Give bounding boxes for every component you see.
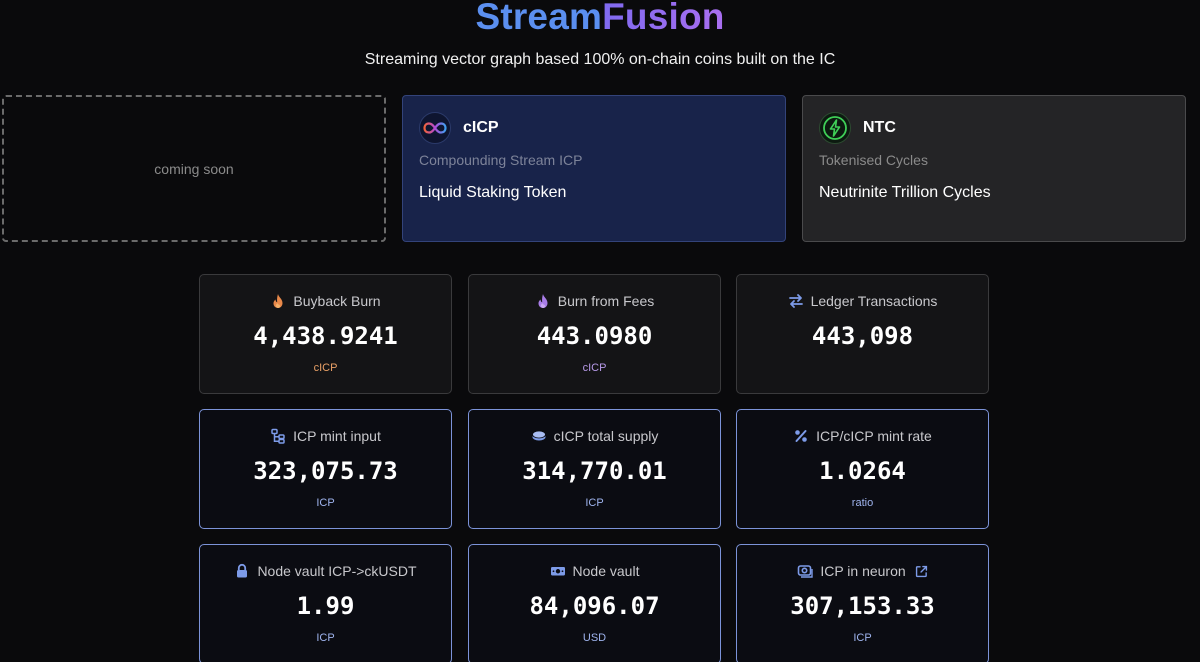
stat-label: Node vault xyxy=(572,563,640,579)
page-subtitle: Streaming vector graph based 100% on-cha… xyxy=(364,51,836,68)
title-part-stream: Stream xyxy=(475,0,603,37)
token-card-ntc[interactable]: NTC Tokenised Cycles Neutrinite Trillion… xyxy=(802,95,1186,242)
stat-label: ICP in neuron xyxy=(820,563,906,579)
stat-label: Burn from Fees xyxy=(557,293,655,309)
stat-label: Ledger Transactions xyxy=(810,293,938,309)
token-subtitle: Tokenised Cycles xyxy=(819,152,928,168)
lock-icon xyxy=(234,563,250,579)
stat-unit: ICP xyxy=(316,632,335,644)
token-subtitle: Compounding Stream ICP xyxy=(419,152,583,168)
app-logo-title: StreamFusion xyxy=(0,0,1200,38)
stat-icp-in-neuron[interactable]: ICP in neuron 307,153.33 ICP xyxy=(736,544,989,662)
stat-value: 1.0264 xyxy=(819,457,906,485)
stat-value: 314,770.01 xyxy=(522,457,667,485)
stat-cicp-total-supply: cICP total supply 314,770.01 ICP xyxy=(468,409,721,529)
infinity-icon xyxy=(419,112,451,144)
token-card-header: cICP xyxy=(419,112,499,144)
stat-value: 84,096.07 xyxy=(529,592,660,620)
flame-icon xyxy=(535,293,551,309)
stat-node-vault-icp-ckusdt: Node vault ICP->ckUSDT 1.99 ICP xyxy=(199,544,452,662)
token-symbol: cICP xyxy=(463,119,499,136)
token-tagline: Neutrinite Trillion Cycles xyxy=(819,184,991,201)
stat-buyback-burn: Buyback Burn 4,438.9241 cICP xyxy=(199,274,452,394)
token-tagline: Liquid Staking Token xyxy=(419,184,567,201)
stat-node-vault: Node vault 84,096.07 USD xyxy=(468,544,721,662)
stat-value: 443,098 xyxy=(811,322,914,350)
stat-unit: ratio xyxy=(851,497,874,509)
stat-value: 323,075.73 xyxy=(253,457,398,485)
token-card-cicp[interactable]: cICP Compounding Stream ICP Liquid Staki… xyxy=(402,95,786,242)
stat-label: Node vault ICP->ckUSDT xyxy=(257,563,417,579)
stat-value: 1.99 xyxy=(296,592,355,620)
stat-value: 307,153.33 xyxy=(790,592,935,620)
lightning-icon xyxy=(819,112,851,144)
stat-label: cICP total supply xyxy=(553,428,659,444)
coins-icon xyxy=(531,428,547,444)
token-symbol: NTC xyxy=(863,119,896,136)
stat-label: ICP/cICP mint rate xyxy=(816,428,932,444)
stat-burn-from-fees: Burn from Fees 443.0980 cICP xyxy=(468,274,721,394)
money-icon xyxy=(550,563,566,579)
stat-value: 443.0980 xyxy=(536,322,653,350)
coming-soon-label: coming soon xyxy=(154,160,234,177)
stat-icp-mint-input: ICP mint input 323,075.73 ICP xyxy=(199,409,452,529)
stat-value: 4,438.9241 xyxy=(253,322,398,350)
arrows-swap-icon xyxy=(788,293,804,309)
hierarchy-icon xyxy=(270,428,286,444)
stat-unit: ICP xyxy=(585,497,604,509)
stat-label: Buyback Burn xyxy=(293,293,381,309)
flame-icon xyxy=(270,293,286,309)
stat-unit: USD xyxy=(582,632,607,644)
stat-label: ICP mint input xyxy=(293,428,381,444)
stat-unit: ICP xyxy=(316,497,335,509)
title-part-fusion: Fusion xyxy=(602,0,724,37)
external-link-icon[interactable] xyxy=(915,565,928,578)
coming-soon-card: coming soon xyxy=(2,95,386,242)
percent-icon xyxy=(793,428,809,444)
stat-unit: ICP xyxy=(853,632,872,644)
stat-ledger-transactions: Ledger Transactions 443,098 xyxy=(736,274,989,394)
neuron-icon xyxy=(797,563,814,579)
stat-icp-cicp-mint-rate: ICP/cICP mint rate 1.0264 ratio xyxy=(736,409,989,529)
stat-unit: cICP xyxy=(313,362,338,374)
token-card-header: NTC xyxy=(819,112,896,144)
stat-unit: cICP xyxy=(582,362,607,374)
